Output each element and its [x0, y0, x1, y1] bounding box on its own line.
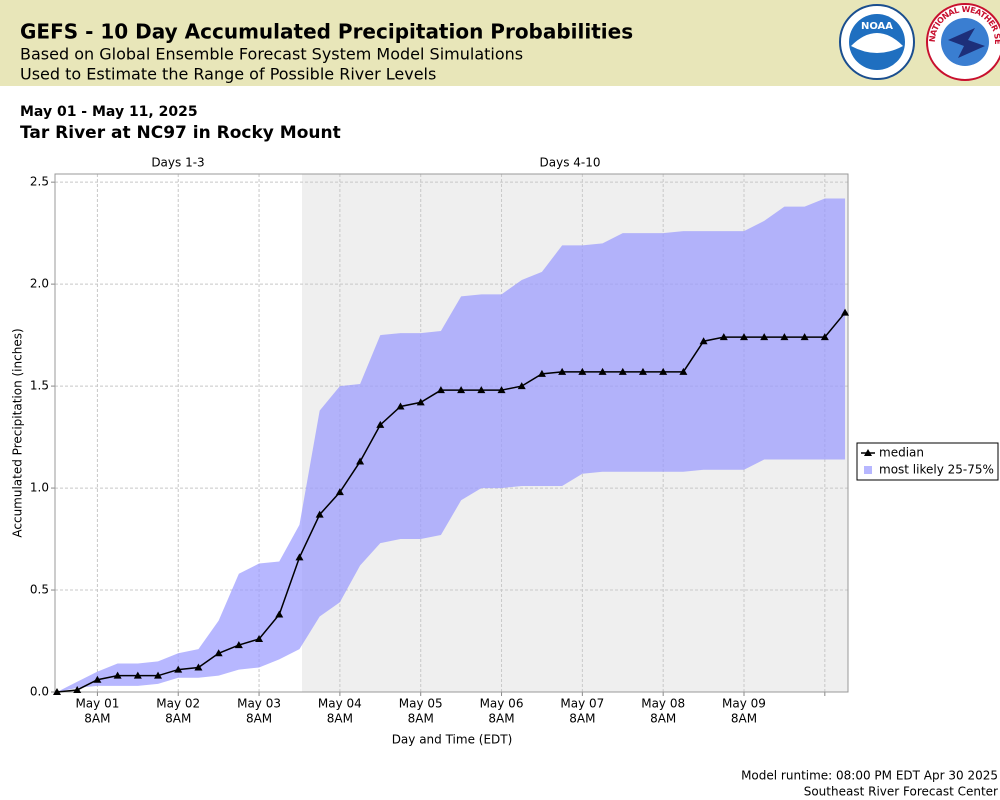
median-marker [174, 665, 183, 673]
x-tick-label: 8AM [569, 712, 595, 726]
x-tick-label: 8AM [327, 712, 353, 726]
median-marker [275, 610, 284, 618]
band-area [57, 198, 846, 692]
median-marker [760, 333, 769, 341]
median-marker [740, 333, 748, 341]
median-marker [133, 671, 142, 679]
x-tick-label: May 04 [318, 697, 362, 711]
median-marker [679, 367, 688, 375]
median-marker [73, 685, 82, 693]
y-tick-label: 0.5 [30, 583, 49, 597]
median-marker [841, 308, 850, 316]
median-marker [335, 488, 344, 496]
median-marker [780, 333, 789, 341]
region-label: Days 4-10 [540, 156, 601, 170]
page-title: GEFS - 10 Day Accumulated Precipitation … [20, 20, 633, 44]
logo-text: NOAA [861, 21, 893, 32]
median-marker [497, 386, 506, 394]
chart-title: Tar River at NC97 in Rocky Mount [20, 123, 341, 143]
median-marker [416, 398, 425, 406]
median-marker [638, 367, 647, 375]
subtitle: Used to Estimate the Range of Possible R… [20, 65, 436, 84]
median-marker [719, 333, 728, 341]
legend-label: most likely 25-75% [879, 463, 994, 477]
x-tick-label: May 03 [237, 697, 281, 711]
median-marker [436, 386, 445, 394]
noaa-logo: NOAA [839, 4, 915, 80]
x-tick-label: May 05 [399, 697, 443, 711]
x-tick-label: May 07 [560, 697, 604, 711]
median-marker [457, 386, 466, 394]
median-marker [194, 663, 203, 671]
legend-swatch [864, 466, 872, 474]
y-tick-label: 2.5 [30, 175, 49, 189]
median-marker [800, 333, 809, 341]
plot-frame [54, 173, 849, 693]
header-bg [0, 0, 1000, 86]
x-tick-label: 8AM [246, 712, 272, 726]
footer: Southeast River Forecast Center [804, 785, 998, 799]
x-tick-label: 8AM [84, 712, 110, 726]
median-marker [396, 402, 405, 410]
x-tick-label: May 08 [641, 697, 685, 711]
y-tick-label: 2.0 [30, 277, 49, 291]
median-marker [93, 675, 102, 683]
subtitle: Based on Global Ensemble Forecast System… [20, 45, 523, 64]
median-marker [578, 367, 587, 375]
date-range: May 01 - May 11, 2025 [20, 104, 198, 120]
x-tick-label: May 09 [722, 697, 766, 711]
median-marker [517, 382, 526, 390]
y-axis-label: Accumulated Precipitation (inches) [11, 328, 25, 537]
x-tick-label: May 06 [480, 697, 524, 711]
y-tick-label: 0.0 [30, 685, 49, 699]
median-marker [558, 367, 567, 375]
x-axis-label: Day and Time (EDT) [392, 733, 513, 747]
median-marker [598, 367, 607, 375]
median-marker [376, 420, 385, 428]
y-tick-label: 1.5 [30, 379, 49, 393]
median-marker [234, 641, 243, 649]
legend-label: median [879, 446, 924, 460]
x-tick-label: 8AM [650, 712, 676, 726]
median-marker [618, 367, 627, 375]
x-tick-label: May 02 [156, 697, 200, 711]
legend-marker [864, 449, 872, 456]
y-tick-label: 1.0 [30, 481, 49, 495]
legend-box [856, 442, 999, 481]
x-tick-label: May 01 [75, 697, 119, 711]
x-tick-label: 8AM [731, 712, 757, 726]
x-tick-label: 8AM [488, 712, 514, 726]
median-marker [477, 386, 486, 394]
median-marker [113, 671, 122, 679]
median-marker [699, 337, 708, 345]
median-marker [255, 634, 264, 642]
region-label: Days 1-3 [151, 156, 204, 170]
median-line [56, 312, 846, 693]
footer: Model runtime: 08:00 PM EDT Apr 30 2025 [741, 769, 998, 783]
median-marker [154, 671, 163, 679]
x-tick-label: 8AM [165, 712, 191, 726]
median-marker [537, 369, 546, 377]
median-marker [820, 333, 829, 341]
median-marker [53, 688, 61, 695]
median-marker [659, 367, 668, 375]
median-marker [356, 457, 365, 465]
median-marker [214, 649, 223, 657]
median-marker [295, 553, 304, 561]
median-marker [315, 510, 324, 518]
x-tick-label: 8AM [408, 712, 434, 726]
